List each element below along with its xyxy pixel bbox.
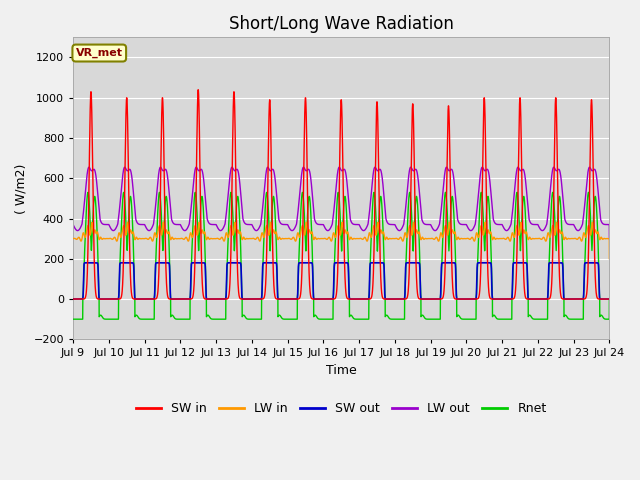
Title: Short/Long Wave Radiation: Short/Long Wave Radiation bbox=[228, 15, 454, 33]
X-axis label: Time: Time bbox=[326, 364, 356, 377]
Text: VR_met: VR_met bbox=[76, 48, 123, 58]
Y-axis label: ( W/m2): ( W/m2) bbox=[15, 163, 28, 214]
Legend: SW in, LW in, SW out, LW out, Rnet: SW in, LW in, SW out, LW out, Rnet bbox=[131, 397, 552, 420]
